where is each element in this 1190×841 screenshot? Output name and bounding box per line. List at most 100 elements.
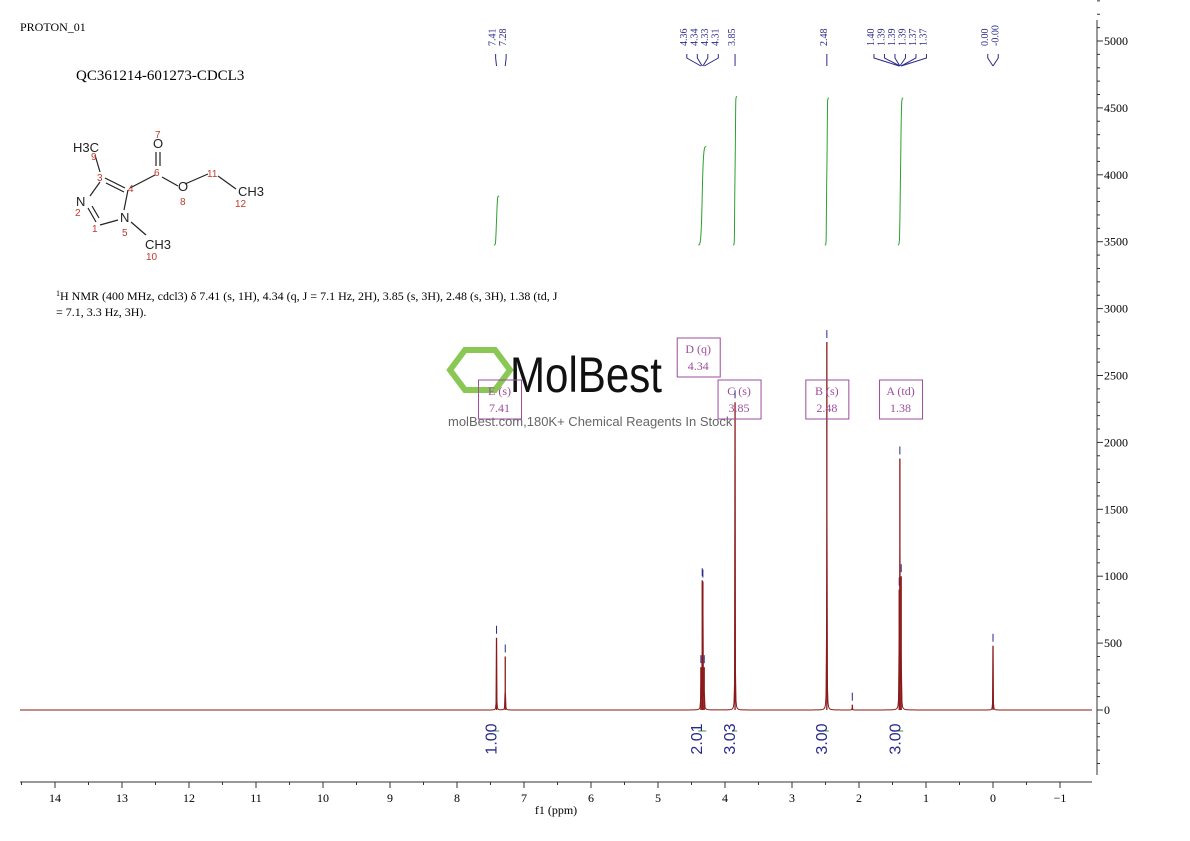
integral-value: 3.00 bbox=[888, 723, 905, 754]
nmr-description-line1: 1H NMR (400 MHz, cdcl3) δ 7.41 (s, 1H), … bbox=[56, 289, 558, 303]
peak-label: 4.33 bbox=[700, 29, 711, 47]
multiplet-box: D (q) 4.34 bbox=[676, 337, 721, 378]
peak-label: 7.41 bbox=[488, 29, 499, 47]
y-tick-label: 5000 bbox=[1104, 34, 1128, 48]
svg-text:CH3: CH3 bbox=[145, 237, 171, 252]
peak-label-connector bbox=[992, 54, 999, 67]
integral-value: 1.00 bbox=[484, 723, 501, 754]
y-tick-label: 4500 bbox=[1104, 101, 1128, 115]
x-tick-label: −1 bbox=[1054, 791, 1067, 805]
svg-text:O: O bbox=[153, 136, 163, 151]
svg-text:6: 6 bbox=[154, 168, 160, 179]
y-tick-label: 2000 bbox=[1104, 435, 1128, 449]
peak-label: 1.39 bbox=[876, 29, 887, 47]
svg-text:H3C: H3C bbox=[73, 140, 99, 155]
multiplet-box: E (s) 7.41 bbox=[478, 379, 523, 420]
svg-text:4: 4 bbox=[128, 184, 134, 195]
multiplet-shift: 4.34 bbox=[688, 359, 709, 373]
multiplet-shift: 2.48 bbox=[816, 401, 837, 415]
peak-label: 3.85 bbox=[727, 29, 738, 47]
integral-curve bbox=[698, 146, 707, 246]
peak-label: 1.37 bbox=[918, 29, 929, 47]
peak-label-connector bbox=[987, 54, 994, 67]
multiplet-label: D (q) bbox=[685, 342, 711, 356]
y-tick-label: 3000 bbox=[1104, 302, 1128, 316]
multiplet-label: E (s) bbox=[488, 384, 511, 398]
integral-value: 2.01 bbox=[689, 723, 706, 754]
peak-label-connector bbox=[873, 54, 900, 67]
nmr-description-line2: = 7.1, 3.3 Hz, 3H). bbox=[56, 305, 146, 319]
integral-value: 3.00 bbox=[814, 723, 831, 754]
peak-label: 7.28 bbox=[498, 29, 509, 47]
integral-value: 3.03 bbox=[722, 723, 739, 754]
peak-label: 2.48 bbox=[819, 29, 830, 47]
multiplet-shift: 3.85 bbox=[729, 401, 750, 415]
x-tick-label: 6 bbox=[588, 791, 594, 805]
peak-label: 1.39 bbox=[897, 29, 908, 47]
multiplet-box: B (s) 2.48 bbox=[805, 379, 850, 420]
x-tick-label: 11 bbox=[250, 791, 262, 805]
y-tick-label: 3500 bbox=[1104, 235, 1128, 249]
integral-curve bbox=[824, 97, 829, 246]
svg-text:N: N bbox=[120, 210, 129, 225]
y-tick-label: 4000 bbox=[1104, 168, 1128, 182]
peak-label: 1.40 bbox=[866, 29, 877, 47]
multiplet-frame bbox=[717, 379, 762, 420]
multiplet-label: C (s) bbox=[727, 384, 751, 398]
svg-text:12: 12 bbox=[235, 199, 247, 210]
svg-text:2: 2 bbox=[75, 208, 81, 219]
multiplet-frame bbox=[879, 379, 924, 420]
svg-text:1: 1 bbox=[92, 224, 98, 235]
peak-label: 1.37 bbox=[908, 29, 919, 47]
spectrum-line bbox=[20, 427, 1092, 711]
multiplet-shift: 7.41 bbox=[489, 401, 510, 415]
x-tick-label: 12 bbox=[183, 791, 195, 805]
integral-curve bbox=[732, 96, 738, 246]
peak-label-connector bbox=[495, 54, 498, 67]
peak-label-connector bbox=[504, 54, 507, 67]
x-tick-label: 4 bbox=[722, 791, 728, 805]
multiplet-label: A (td) bbox=[886, 384, 914, 398]
x-tick-label: 7 bbox=[521, 791, 527, 805]
x-tick-label: 8 bbox=[454, 791, 460, 805]
y-tick-label: 500 bbox=[1104, 636, 1122, 650]
integral-curve bbox=[897, 97, 904, 246]
peak-label: 4.36 bbox=[679, 29, 690, 47]
peak-label-connector bbox=[703, 54, 719, 67]
y-tick-label: 2500 bbox=[1104, 369, 1128, 383]
peak-label-connector bbox=[894, 54, 901, 67]
multiplet-frame bbox=[676, 337, 721, 378]
svg-text:11: 11 bbox=[207, 169, 218, 180]
x-axis-label: f1 (ppm) bbox=[535, 803, 577, 817]
x-tick-label: 10 bbox=[317, 791, 329, 805]
peak-label: 4.34 bbox=[689, 29, 700, 47]
peak-label-connector bbox=[686, 54, 702, 67]
peak-label-connector bbox=[702, 54, 709, 67]
peak-label: -0.00 bbox=[990, 25, 1001, 46]
peak-label-connector bbox=[900, 54, 917, 67]
y-tick-label: 0 bbox=[1104, 703, 1110, 717]
x-tick-label: 3 bbox=[789, 791, 795, 805]
x-tick-label: 9 bbox=[387, 791, 393, 805]
experiment-name: PROTON_01 bbox=[20, 20, 86, 34]
svg-text:O: O bbox=[178, 179, 188, 194]
svg-text:MolBest: MolBest bbox=[510, 347, 662, 403]
molbest-logo-icon bbox=[446, 347, 514, 393]
svg-text:CH3: CH3 bbox=[238, 184, 264, 199]
x-tick-label: 14 bbox=[49, 791, 61, 805]
sample-name: QC361214-601273-CDCL3 bbox=[76, 68, 244, 84]
peak-label-connector bbox=[696, 54, 703, 67]
svg-text:3: 3 bbox=[97, 173, 103, 184]
multiplet-frame bbox=[805, 379, 850, 420]
peak-label-connector bbox=[899, 54, 906, 67]
x-tick-label: 2 bbox=[856, 791, 862, 805]
peak-label-connector bbox=[883, 54, 901, 67]
x-tick-label: 5 bbox=[655, 791, 661, 805]
svg-text:10: 10 bbox=[146, 252, 158, 263]
peak-label: 1.39 bbox=[887, 29, 898, 47]
chemical-structure: H3C O O CH3 N N CH3 1 2 3 4 5 6 7 8 9 10… bbox=[73, 130, 264, 263]
peak-label-connector bbox=[901, 54, 927, 67]
svg-text:N: N bbox=[76, 194, 85, 209]
x-tick-label: 0 bbox=[990, 791, 996, 805]
